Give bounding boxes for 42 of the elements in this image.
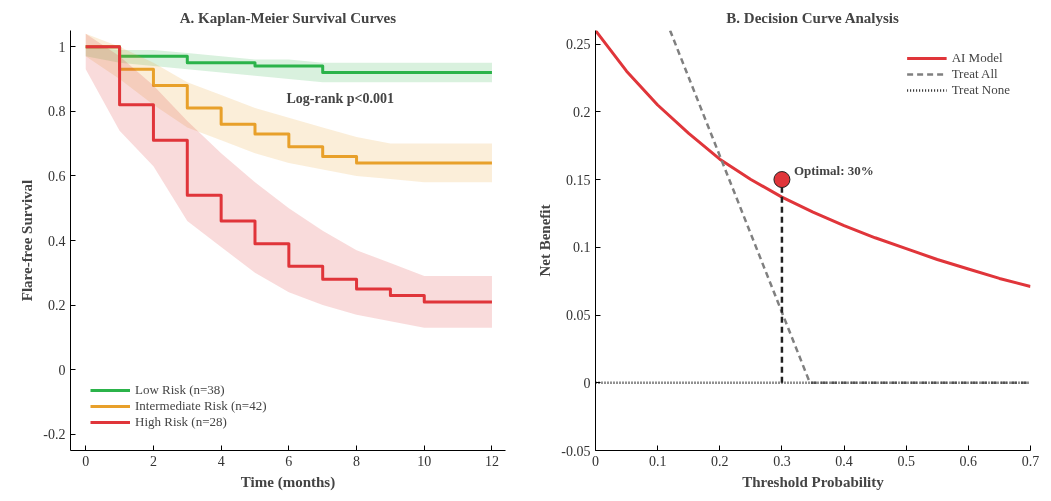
chart-title: B. Decision Curve Analysis [726,9,900,26]
y-tick-label: 0.2 [48,298,66,314]
y-tick-label: 0.1 [573,240,591,256]
x-tick-label: 0.6 [959,453,978,469]
x-tick-label: 6 [285,453,293,469]
legend-label: Treat All [951,66,998,82]
legend-label: High Risk (n=28) [135,414,227,430]
x-tick-label: 0 [82,453,90,469]
y-tick-label: 0.4 [48,233,66,249]
y-tick-label: 1 [58,39,66,55]
legend-label: Intermediate Risk (n=42) [135,398,267,414]
x-tick-label: 8 [353,453,361,469]
y-tick-label: 0 [583,375,591,391]
legend-label: Treat None [951,82,1010,98]
y-tick-label: 0.05 [566,308,591,324]
x-axis-title: Time (months) [240,473,336,491]
y-tick-label: 0.25 [566,37,591,53]
x-tick-label: 0.5 [897,453,915,469]
x-tick-label: 0.3 [773,453,791,469]
x-axis-title: Threshold Probability [742,473,885,490]
chart-title: A. Kaplan-Meier Survival Curves [179,9,397,26]
x-tick-label: 0.7 [1021,453,1040,469]
y-axis-title: Net Benefit [537,204,554,277]
x-tick-label: 10 [417,453,432,469]
y-tick-label: -0.05 [561,443,591,459]
annotation: Log-rank p<0.001 [286,91,394,107]
annotation: Optimal: 30% [793,162,874,178]
legend-label: Low Risk (n=38) [135,382,225,398]
x-tick-label: 12 [484,453,499,469]
y-tick-label: 0.15 [566,172,591,188]
x-tick-label: 0.1 [648,453,667,469]
y-tick-label: 0 [58,362,66,378]
y-tick-label: 0.2 [573,104,591,120]
y-tick-label: 0.8 [48,104,66,120]
x-tick-label: 0.2 [711,453,729,469]
x-tick-label: 2 [149,453,157,469]
y-tick-label: -0.2 [43,427,66,443]
y-tick-label: 0.6 [48,168,66,184]
legend-label: AI Model [951,50,1003,66]
y-axis-title: Flare-free Survival [19,179,36,302]
x-tick-label: 4 [217,453,225,469]
x-tick-label: 0.4 [835,453,853,469]
